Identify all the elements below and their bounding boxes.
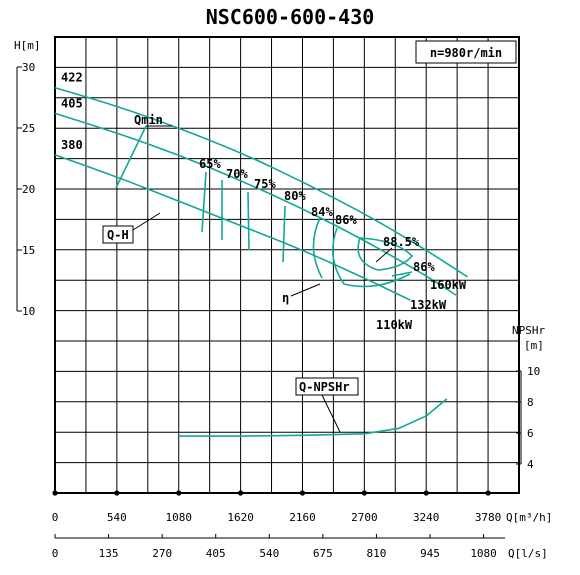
speed-label: n=980r/min [430, 46, 502, 60]
power-label-132: 132kW [410, 298, 447, 312]
eff-label-86: 86% [335, 213, 357, 227]
x-tick-label-m3h: 1620 [227, 511, 254, 524]
npsh-label: Q-NPSHr [299, 380, 350, 394]
x-tick-label-ls: 135 [99, 547, 119, 560]
x-tick-dot [176, 490, 182, 496]
eff-line-65 [201, 171, 207, 233]
x-tick-label-m3h: 1080 [165, 511, 192, 524]
x-tick-label-ls: 945 [420, 547, 440, 560]
x-tick-label-ls: 810 [366, 547, 386, 560]
eff-label-65: 65% [199, 157, 221, 171]
head-curve-422 [54, 86, 468, 278]
npsh-tick-label: 6 [527, 427, 534, 440]
eff-label-75: 75% [254, 177, 276, 191]
npsh-curve-group [178, 398, 448, 437]
x-tick-dot [238, 490, 244, 496]
qh-label: Q-H [107, 228, 129, 242]
x-tick-label-ls: 405 [206, 547, 226, 560]
power-label-160: 160kW [430, 278, 467, 292]
x-axis-ls-ticks: 0 135 270 405 540 675 810 945 1080 [52, 534, 497, 560]
x-tick-label-ls: 675 [313, 547, 333, 560]
speed-label-box [415, 40, 517, 64]
qh-label-box [102, 225, 134, 244]
x-tick-label-m3h: 0 [52, 511, 59, 524]
eff-line-80 [282, 205, 286, 263]
qmin-line [115, 125, 147, 189]
chart-title: NSC600-600-430 [206, 5, 375, 29]
x-tick-label-m3h: 3240 [413, 511, 440, 524]
qh-leader [132, 212, 161, 231]
npsh-tick-label: 10 [527, 365, 540, 378]
x-tick-dot [485, 490, 491, 496]
head-tick-label: 15 [22, 244, 35, 257]
x-tick-dot [423, 490, 429, 496]
diameter-label-380: 380 [61, 138, 83, 152]
x-axis-m3h-ticks: 0 540 1080 1620 2160 2700 3240 3780 [52, 490, 502, 524]
head-curves [54, 86, 468, 301]
x-tick-label-ls: 540 [259, 547, 279, 560]
eff-line-75 [247, 191, 250, 251]
eta-leader [290, 283, 321, 297]
eff-label-80: 80% [284, 189, 306, 203]
eff-label-88-5: 88.5% [383, 235, 420, 249]
npsh-tick-label: 4 [527, 458, 534, 471]
x-tick-dot [299, 490, 306, 496]
x-tick-dot [52, 490, 58, 496]
plot-frame [54, 36, 520, 494]
head-tick-label: 25 [22, 122, 35, 135]
x-tick-label-m3h: 3780 [475, 511, 502, 524]
npsh-tick-label: 8 [527, 396, 534, 409]
x-tick-dot [114, 490, 120, 496]
qmin-label: Qmin [134, 113, 163, 127]
x-tick-label-ls: 270 [152, 547, 172, 560]
x-tick-label-ls: 0 [52, 547, 59, 560]
eff-label-86-right: 86% [413, 260, 435, 274]
plot-grid [55, 37, 519, 493]
eff-line-86b [391, 271, 413, 277]
x-tick-dot [361, 490, 367, 496]
npsh-axis-label: NPSHr [512, 324, 545, 337]
diameter-label-422: 422 [61, 71, 83, 85]
diameter-labels: 422 405 380 [61, 71, 83, 152]
eff-label-84: 84% [311, 205, 333, 219]
npsh-curve [178, 398, 448, 437]
eff-line-84 [312, 217, 323, 279]
x-tick-label-m3h: 2700 [351, 511, 378, 524]
head-curve-380 [54, 154, 411, 301]
eff-line-86a [332, 227, 411, 288]
eta-label: η [282, 291, 289, 305]
head-tick-label: 30 [22, 61, 35, 74]
npsh-leader [321, 394, 341, 433]
head-axis-label: H[m] [14, 39, 41, 52]
npsh-axis-unit: [m] [524, 339, 544, 352]
npsh-axis-ticks: 10 8 6 4 [516, 365, 540, 471]
head-tick-label: 20 [22, 183, 35, 196]
x-tick-label-m3h: 2160 [289, 511, 316, 524]
npsh-label-box [295, 377, 359, 396]
head-axis-ticks: 30 25 20 15 10 [17, 61, 35, 318]
head-tick-label: 10 [22, 305, 35, 318]
x-tick-label-m3h: 540 [107, 511, 127, 524]
eff-label-70: 70% [226, 167, 248, 181]
diameter-label-405: 405 [61, 96, 83, 110]
x-tick-label-ls: 1080 [470, 547, 497, 560]
efficiency-lines [201, 171, 414, 288]
power-label-110: 110kW [376, 318, 413, 332]
eff-line-88-5 [357, 237, 414, 271]
eff-88-5-leader [375, 247, 393, 263]
x-axis-ls-label: Q[l/s] [508, 547, 548, 560]
x-axis-m3h-label: Q[m³/h] [506, 511, 552, 524]
head-curve-405 [54, 112, 457, 296]
